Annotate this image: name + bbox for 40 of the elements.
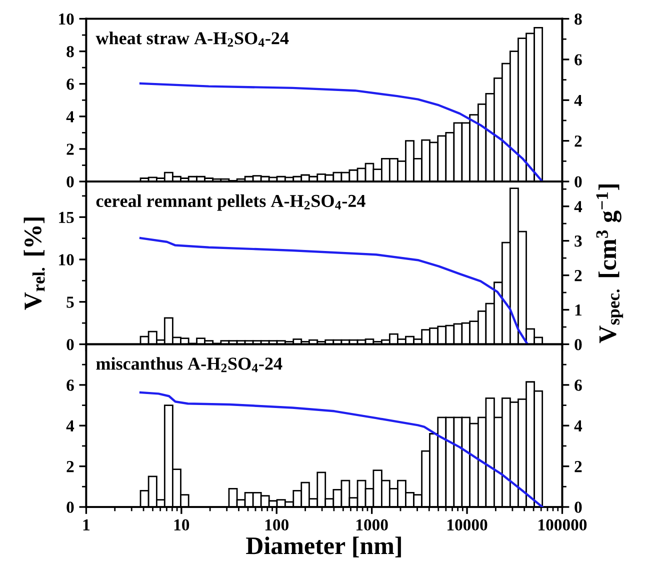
y-tick-label: 8 xyxy=(66,46,74,58)
y2-tick-label: 0 xyxy=(574,338,582,350)
y2-tick-label: 0 xyxy=(574,176,582,188)
x-tick-label: 100 xyxy=(265,519,288,531)
y-tick-label: 5 xyxy=(66,296,74,308)
text: cereal remnant pellets A-H$_{2}$SO$_{4}$-24 xyxy=(96,194,366,211)
y2-tick-label: 6 xyxy=(574,54,582,66)
y2-axis-title: V$_{spec.}$ [cm$^{3}$ g$^{−1}$] xyxy=(596,184,624,344)
y2-tick-label: 3 xyxy=(574,236,582,247)
x-axis-title: Diameter [nm] xyxy=(246,536,401,558)
y2-tick-label: 2 xyxy=(574,136,582,147)
y2-tick-label: 4 xyxy=(574,201,582,212)
y2-tick-label: 6 xyxy=(574,380,582,391)
y-tick-label: 0 xyxy=(66,502,74,513)
y2-tick-label: 8 xyxy=(574,13,582,25)
y-tick-label: 10 xyxy=(59,254,74,266)
text: miscanthus A-H$_{2}$SO$_{4}$-24 xyxy=(96,357,282,372)
y2-tick-label: 2 xyxy=(574,270,582,282)
y-tick-label: 10 xyxy=(59,13,74,25)
y2-tick-label: 4 xyxy=(574,420,582,432)
y-tick-label: 6 xyxy=(66,78,74,90)
y-tick-label: 2 xyxy=(66,144,74,155)
y-tick-label: 15 xyxy=(59,212,74,224)
y2-tick-label: 1 xyxy=(575,304,582,316)
y-tick-label: 4 xyxy=(66,420,74,432)
y-axis-title: V$_{rel.}$ [%] xyxy=(24,218,45,310)
x-tick-label: 1 xyxy=(83,519,90,530)
y-tick-label: 0 xyxy=(66,338,74,350)
x-tick-label: 100000 xyxy=(538,519,587,531)
y2-tick-label: 4 xyxy=(574,94,582,106)
y-tick-label: 0 xyxy=(66,176,74,188)
y-tick-label: 4 xyxy=(66,111,74,122)
y-tick-label: 2 xyxy=(66,461,74,472)
x-tick-label: 10000 xyxy=(448,519,488,531)
y-tick-label: 6 xyxy=(66,380,74,391)
x-tick-label: 1000 xyxy=(356,519,388,531)
text: wheat straw A-H$_{2}$SO$_{4}$-24 xyxy=(96,32,289,47)
y2-tick-label: 2 xyxy=(574,461,582,472)
x-tick-label: 10 xyxy=(174,519,190,531)
y2-tick-label: 0 xyxy=(574,502,582,513)
